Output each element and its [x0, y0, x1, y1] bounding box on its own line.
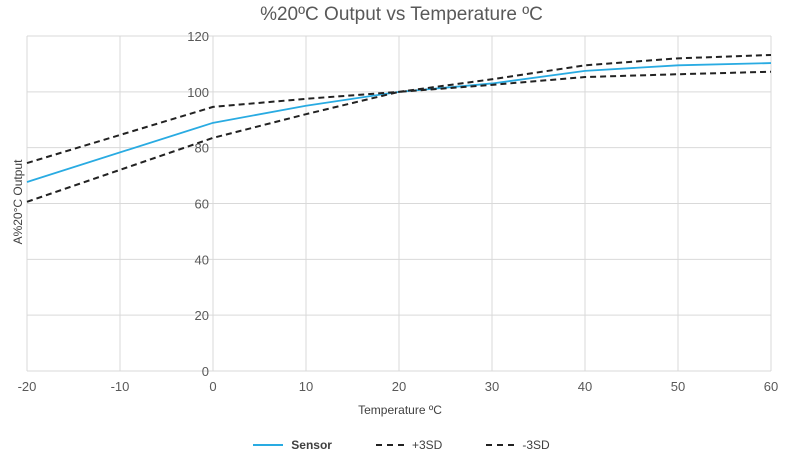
y-axis-label: A%20°C Output	[11, 159, 25, 245]
legend: Sensor +3SD -3SD	[0, 438, 803, 452]
x-tick-label: -20	[18, 379, 37, 394]
x-tick-label: 40	[578, 379, 592, 394]
legend-item-minus-3sd: -3SD	[486, 438, 550, 452]
y-tick-label: 120	[187, 29, 209, 44]
series-line-minus-3sd	[26, 70, 772, 203]
x-tick-label: 60	[764, 379, 778, 394]
legend-swatch	[253, 444, 284, 446]
legend-label: Sensor	[291, 438, 332, 452]
x-axis-label: Temperature ºC	[358, 403, 442, 417]
x-tick-label: 50	[671, 379, 685, 394]
legend-swatch	[486, 444, 515, 446]
y-tick-label: 60	[195, 197, 209, 212]
legend-item-sensor: Sensor	[253, 438, 332, 452]
y-tick-label: 0	[202, 364, 209, 379]
x-tick-label: 30	[485, 379, 499, 394]
legend-swatch	[375, 444, 404, 446]
x-tick-label: 10	[299, 379, 313, 394]
legend-label: +3SD	[411, 438, 443, 452]
legend-label: -3SD	[522, 438, 550, 452]
x-tick-label: 0	[209, 379, 216, 394]
y-tick-label: 20	[195, 308, 209, 323]
x-tick-label: -10	[111, 379, 130, 394]
x-tick-label: 20	[392, 379, 406, 394]
legend-item-plus-3sd: +3SD	[375, 438, 443, 452]
y-tick-label: 80	[195, 141, 209, 156]
chart-title: %20ºC Output vs Temperature ºC	[260, 4, 543, 25]
y-tick-label: 40	[195, 252, 209, 267]
y-tick-label: 100	[187, 85, 209, 100]
